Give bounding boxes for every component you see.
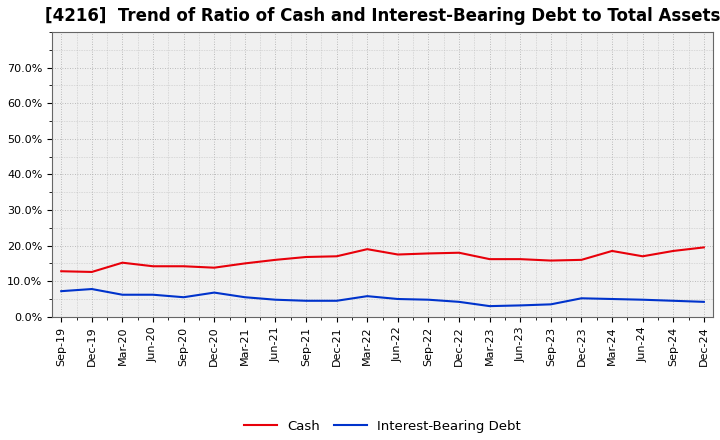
Cash: [424, 251, 433, 256]
Cash: [302, 254, 310, 260]
Interest-Bearing Debt: [516, 303, 525, 308]
Cash: [669, 248, 678, 253]
Title: [4216]  Trend of Ratio of Cash and Interest-Bearing Debt to Total Assets: [4216] Trend of Ratio of Cash and Intere…: [45, 7, 720, 25]
Interest-Bearing Debt: [302, 298, 310, 304]
Cash: [333, 253, 341, 259]
Interest-Bearing Debt: [577, 296, 586, 301]
Cash: [394, 252, 402, 257]
Interest-Bearing Debt: [363, 293, 372, 299]
Interest-Bearing Debt: [639, 297, 647, 302]
Interest-Bearing Debt: [57, 289, 66, 294]
Cash: [57, 268, 66, 274]
Interest-Bearing Debt: [700, 299, 708, 304]
Cash: [271, 257, 280, 263]
Cash: [639, 253, 647, 259]
Cash: [516, 257, 525, 262]
Cash: [608, 248, 616, 253]
Cash: [240, 261, 249, 266]
Cash: [149, 264, 158, 269]
Interest-Bearing Debt: [485, 304, 494, 309]
Cash: [88, 269, 96, 275]
Interest-Bearing Debt: [455, 299, 464, 304]
Interest-Bearing Debt: [210, 290, 219, 295]
Interest-Bearing Debt: [424, 297, 433, 302]
Interest-Bearing Debt: [118, 292, 127, 297]
Interest-Bearing Debt: [546, 302, 555, 307]
Cash: [485, 257, 494, 262]
Cash: [577, 257, 586, 263]
Cash: [700, 245, 708, 250]
Legend: Cash, Interest-Bearing Debt: Cash, Interest-Bearing Debt: [239, 414, 526, 438]
Cash: [179, 264, 188, 269]
Cash: [210, 265, 219, 270]
Interest-Bearing Debt: [240, 295, 249, 300]
Interest-Bearing Debt: [149, 292, 158, 297]
Cash: [118, 260, 127, 265]
Cash: [455, 250, 464, 255]
Cash: [363, 246, 372, 252]
Line: Interest-Bearing Debt: Interest-Bearing Debt: [61, 289, 704, 306]
Interest-Bearing Debt: [271, 297, 280, 302]
Interest-Bearing Debt: [88, 286, 96, 292]
Cash: [546, 258, 555, 263]
Line: Cash: Cash: [61, 247, 704, 272]
Interest-Bearing Debt: [608, 297, 616, 302]
Interest-Bearing Debt: [669, 298, 678, 304]
Interest-Bearing Debt: [394, 297, 402, 302]
Interest-Bearing Debt: [333, 298, 341, 304]
Interest-Bearing Debt: [179, 295, 188, 300]
